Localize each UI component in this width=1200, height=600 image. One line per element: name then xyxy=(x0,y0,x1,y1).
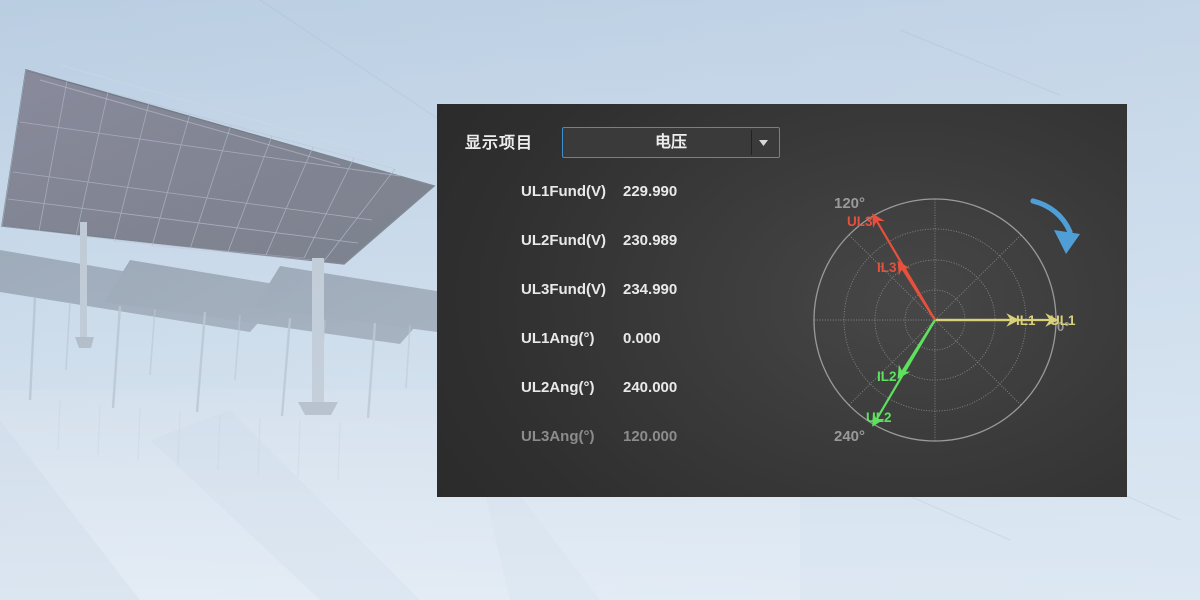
svg-text:UL3: UL3 xyxy=(847,214,873,229)
svg-text:240°: 240° xyxy=(834,428,865,445)
svg-text:120°: 120° xyxy=(834,195,865,212)
svg-text:IL2: IL2 xyxy=(877,369,897,384)
svg-text:IL3: IL3 xyxy=(877,260,897,275)
svg-text:IL1: IL1 xyxy=(1016,313,1036,328)
svg-text:UL1: UL1 xyxy=(1050,313,1076,328)
svg-text:UL2: UL2 xyxy=(866,410,892,425)
